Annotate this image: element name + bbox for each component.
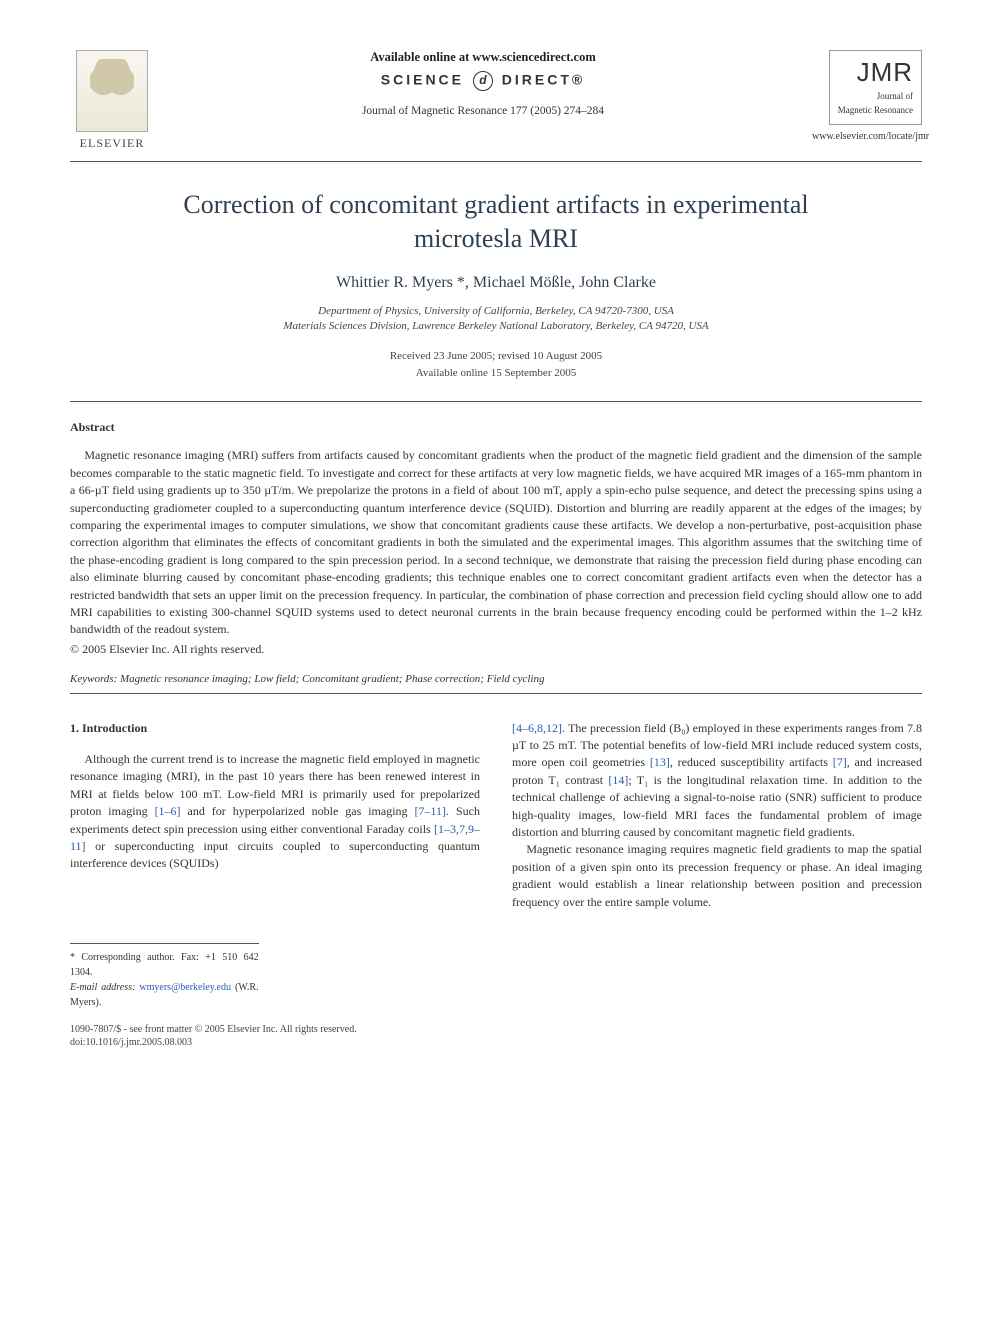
affiliation-1: Department of Physics, University of Cal…	[70, 304, 922, 319]
article-dates: Received 23 June 2005; revised 10 August…	[70, 348, 922, 381]
body-columns: 1. Introduction Although the current tre…	[70, 720, 922, 1010]
keywords-label: Keywords:	[70, 673, 117, 685]
copyright-line: © 2005 Elsevier Inc. All rights reserved…	[70, 642, 922, 657]
email-label: E-mail address:	[70, 982, 135, 993]
available-online-text: Available online at www.sciencedirect.co…	[174, 50, 792, 65]
sd-left: SCIENCE	[381, 72, 464, 88]
dates-line-2: Available online 15 September 2005	[416, 367, 576, 379]
intro-paragraph-1-cont: [4–6,8,12]. The precession field (B₀) em…	[512, 720, 922, 842]
jmr-name1: Journal of	[838, 91, 913, 102]
jmr-logo-box: JMR Journal of Magnetic Resonance	[829, 50, 922, 125]
keywords-text: Magnetic resonance imaging; Low field; C…	[117, 673, 544, 685]
header-rule	[70, 161, 922, 162]
text: or superconducting input circuits couple…	[70, 839, 480, 870]
locate-url: www.elsevier.com/locate/jmr	[812, 131, 922, 142]
ref-link-14[interactable]: [14]	[608, 773, 628, 787]
intro-paragraph-2: Magnetic resonance imaging requires magn…	[512, 841, 922, 911]
intro-paragraph-1: Although the current trend is to increas…	[70, 751, 480, 873]
dates-line-1: Received 23 June 2005; revised 10 August…	[390, 350, 602, 362]
sd-circle-icon: d	[473, 71, 493, 91]
title-line-2: microtesla MRI	[414, 224, 578, 253]
elsevier-label: ELSEVIER	[80, 136, 145, 151]
email-line: E-mail address: wmyers@berkeley.edu (W.R…	[70, 980, 259, 1010]
affiliation-2: Materials Sciences Division, Lawrence Be…	[70, 319, 922, 334]
jmr-logo-block: JMR Journal of Magnetic Resonance www.el…	[812, 50, 922, 142]
ref-link-7[interactable]: [7]	[833, 755, 847, 769]
text: , reduced susceptibility artifacts	[670, 755, 833, 769]
text: and for hyperpolarized noble gas imaging	[181, 804, 415, 818]
title-line-1: Correction of concomitant gradient artif…	[183, 190, 808, 219]
abstract-heading: Abstract	[70, 420, 922, 435]
email-link[interactable]: wmyers@berkeley.edu	[135, 982, 231, 993]
elsevier-tree-icon	[76, 50, 148, 132]
left-column: 1. Introduction Although the current tre…	[70, 720, 480, 1010]
abstract-text: Magnetic resonance imaging (MRI) suffers…	[70, 447, 922, 638]
article-title: Correction of concomitant gradient artif…	[70, 188, 922, 256]
keywords-rule	[70, 693, 922, 694]
footer-line-1: 1090-7807/$ - see front matter © 2005 El…	[70, 1024, 922, 1035]
abstract-paragraph: Magnetic resonance imaging (MRI) suffers…	[70, 447, 922, 638]
ref-link-1-6[interactable]: [1–6]	[155, 804, 181, 818]
keywords-block: Keywords: Magnetic resonance imaging; Lo…	[70, 673, 922, 685]
author-list: Whittier R. Myers *, Michael Mößle, John…	[70, 274, 922, 292]
footer-line-2: doi:10.1016/j.jmr.2005.08.003	[70, 1037, 922, 1048]
page-header: ELSEVIER Available online at www.science…	[70, 50, 922, 151]
sd-right: DIRECT®	[502, 72, 585, 88]
jmr-abbrev: JMR	[838, 57, 913, 88]
jmr-name2: Magnetic Resonance	[838, 105, 913, 116]
journal-reference: Journal of Magnetic Resonance 177 (2005)…	[174, 105, 792, 117]
ref-link-13[interactable]: [13]	[650, 755, 670, 769]
right-column: [4–6,8,12]. The precession field (B₀) em…	[512, 720, 922, 1010]
science-direct-logo: SCIENCE d DIRECT®	[174, 71, 792, 91]
ref-link-7-11[interactable]: [7–11]	[414, 804, 446, 818]
footnotes-block: * Corresponding author. Fax: +1 510 642 …	[70, 943, 259, 1010]
elsevier-logo: ELSEVIER	[70, 50, 154, 151]
intro-heading: 1. Introduction	[70, 720, 480, 737]
header-center: Available online at www.sciencedirect.co…	[154, 50, 812, 117]
abstract-top-rule	[70, 401, 922, 402]
ref-link-4-6-8-12[interactable]: [4–6,8,12]	[512, 721, 562, 735]
corresponding-author: * Corresponding author. Fax: +1 510 642 …	[70, 950, 259, 980]
